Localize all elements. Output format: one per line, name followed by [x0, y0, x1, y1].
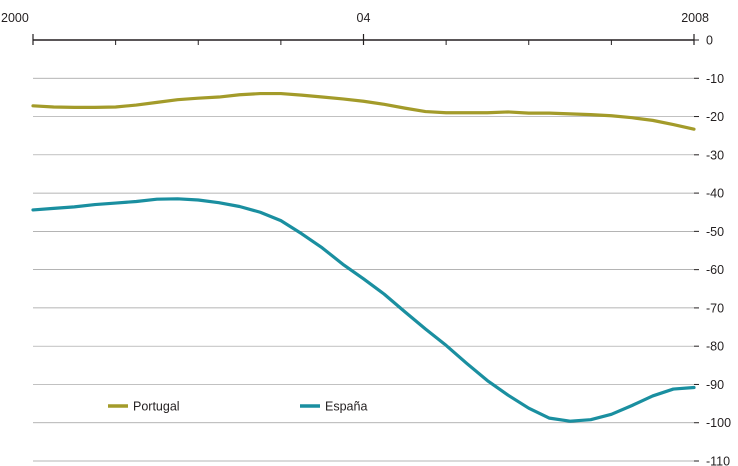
y-tick-label: -30 [706, 148, 724, 162]
legend-label: España [325, 400, 367, 414]
y-tick-label: -20 [706, 110, 724, 124]
series-line-portugal [31, 91, 696, 131]
x-tick-label: 2000 [1, 11, 29, 25]
y-tick-label: 0 [706, 34, 713, 48]
y-axis-labels: 0 -10 -20 -30 -40 -50 -60 -70 -80 -90 -100 -110 [706, 34, 731, 466]
y-tick-label: -10 [706, 72, 724, 86]
gridlines [33, 39, 699, 462]
y-tick-label: -90 [706, 378, 724, 392]
series-line-espana [31, 197, 696, 423]
y-tick-label: -80 [706, 340, 724, 354]
y-tick-label: -100 [706, 416, 731, 430]
y-tick-label: -70 [706, 301, 724, 315]
x-tick-label: 04 [357, 11, 371, 25]
y-tick-label: -60 [706, 263, 724, 277]
series-lines [31, 91, 696, 423]
legend: Portugal España [108, 400, 367, 414]
y-tick-label: -110 [706, 455, 730, 466]
legend-label: Portugal [133, 400, 180, 414]
y-tick-label: -50 [706, 225, 724, 239]
x-axis: 2000 04 2008 [1, 11, 709, 45]
y-tick-label: -40 [706, 187, 724, 201]
x-tick-label: 2008 [681, 11, 709, 25]
